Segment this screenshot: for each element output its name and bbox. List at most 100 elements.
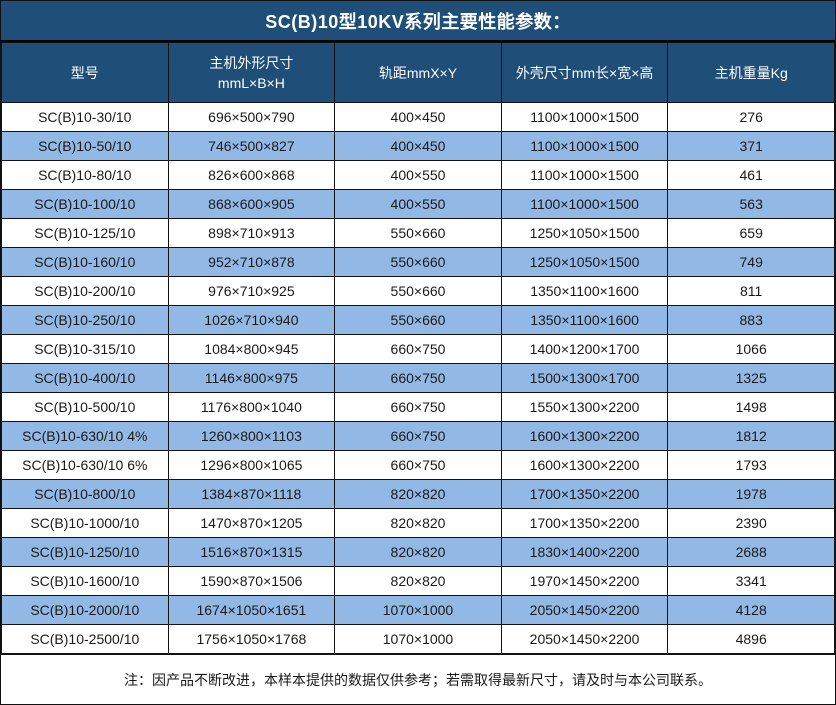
cell-shell-dimensions: 2050×1450×2200 — [501, 625, 668, 654]
cell-model: SC(B)10-50/10 — [2, 132, 169, 161]
table-row: SC(B)10-2500/10 1756×1050×1768 1070×1000… — [2, 625, 835, 654]
cell-model: SC(B)10-160/10 — [2, 248, 169, 277]
cell-shell-dimensions: 2050×1450×2200 — [501, 596, 668, 625]
cell-rail-gauge: 660×750 — [335, 451, 502, 480]
table-row: SC(B)10-30/10 696×500×790 400×450 1100×1… — [2, 103, 835, 132]
cell-host-weight: 1066 — [668, 335, 835, 364]
cell-rail-gauge: 550×660 — [335, 306, 502, 335]
cell-host-weight: 563 — [668, 190, 835, 219]
cell-host-dimensions: 898×710×913 — [168, 219, 335, 248]
column-header-label: 轨距mmX×Y — [337, 63, 499, 83]
cell-model: SC(B)10-2500/10 — [2, 625, 169, 654]
table-row: SC(B)10-250/10 1026×710×940 550×660 1350… — [2, 306, 835, 335]
cell-shell-dimensions: 1830×1400×2200 — [501, 538, 668, 567]
cell-host-dimensions: 976×710×925 — [168, 277, 335, 306]
cell-model: SC(B)10-2000/10 — [2, 596, 169, 625]
cell-shell-dimensions: 1700×1350×2200 — [501, 480, 668, 509]
column-header-host-dimensions: 主机外形尺寸 mmL×B×H — [168, 43, 335, 103]
cell-rail-gauge: 820×820 — [335, 480, 502, 509]
cell-host-dimensions: 1146×800×975 — [168, 364, 335, 393]
cell-rail-gauge: 400×450 — [335, 132, 502, 161]
table-row: SC(B)10-100/10 868×600×905 400×550 1100×… — [2, 190, 835, 219]
table-row: SC(B)10-315/10 1084×800×945 660×750 1400… — [2, 335, 835, 364]
cell-model: SC(B)10-30/10 — [2, 103, 169, 132]
table-row: SC(B)10-1600/10 1590×870×1506 820×820 19… — [2, 567, 835, 596]
cell-shell-dimensions: 1700×1350×2200 — [501, 509, 668, 538]
cell-host-dimensions: 1756×1050×1768 — [168, 625, 335, 654]
cell-shell-dimensions: 1250×1050×1500 — [501, 248, 668, 277]
spec-sheet-page: SC(B)10型10KV系列主要性能参数： 型号 主机外形尺寸 mmL×B×H … — [0, 0, 836, 705]
table-row: SC(B)10-630/10 4% 1260×800×1103 660×750 … — [2, 422, 835, 451]
cell-host-dimensions: 746×500×827 — [168, 132, 335, 161]
table-row: SC(B)10-50/10 746×500×827 400×450 1100×1… — [2, 132, 835, 161]
cell-shell-dimensions: 1500×1300×1700 — [501, 364, 668, 393]
header-row: 型号 主机外形尺寸 mmL×B×H 轨距mmX×Y 外壳尺寸mm长×宽×高 主机… — [2, 43, 835, 103]
cell-model: SC(B)10-630/10 4% — [2, 422, 169, 451]
cell-model: SC(B)10-125/10 — [2, 219, 169, 248]
cell-rail-gauge: 820×820 — [335, 509, 502, 538]
cell-host-dimensions: 1296×800×1065 — [168, 451, 335, 480]
column-header-host-weight: 主机重量Kg — [668, 43, 835, 103]
cell-shell-dimensions: 1600×1300×2200 — [501, 451, 668, 480]
cell-rail-gauge: 660×750 — [335, 422, 502, 451]
cell-rail-gauge: 400×550 — [335, 161, 502, 190]
cell-rail-gauge: 1070×1000 — [335, 596, 502, 625]
cell-host-dimensions: 952×710×878 — [168, 248, 335, 277]
cell-rail-gauge: 820×820 — [335, 567, 502, 596]
cell-rail-gauge: 1070×1000 — [335, 625, 502, 654]
cell-shell-dimensions: 1550×1300×2200 — [501, 393, 668, 422]
cell-host-weight: 276 — [668, 103, 835, 132]
cell-host-weight: 1325 — [668, 364, 835, 393]
cell-host-weight: 4128 — [668, 596, 835, 625]
cell-model: SC(B)10-80/10 — [2, 161, 169, 190]
cell-shell-dimensions: 1100×1000×1500 — [501, 132, 668, 161]
cell-model: SC(B)10-250/10 — [2, 306, 169, 335]
footer-note-text: 注：因产品不断改进，本样本提供的数据仅供参考；若需取得最新尺寸，请及时与本公司联… — [124, 670, 712, 690]
cell-rail-gauge: 820×820 — [335, 538, 502, 567]
cell-rail-gauge: 550×660 — [335, 248, 502, 277]
cell-model: SC(B)10-100/10 — [2, 190, 169, 219]
table-row: SC(B)10-630/10 6% 1296×800×1065 660×750 … — [2, 451, 835, 480]
table-row: SC(B)10-125/10 898×710×913 550×660 1250×… — [2, 219, 835, 248]
page-title: SC(B)10型10KV系列主要性能参数： — [265, 8, 571, 34]
cell-host-dimensions: 1384×870×1118 — [168, 480, 335, 509]
cell-host-dimensions: 1260×800×1103 — [168, 422, 335, 451]
cell-host-weight: 461 — [668, 161, 835, 190]
cell-host-weight: 1498 — [668, 393, 835, 422]
cell-host-dimensions: 696×500×790 — [168, 103, 335, 132]
table-row: SC(B)10-1250/10 1516×870×1315 820×820 18… — [2, 538, 835, 567]
cell-shell-dimensions: 1100×1000×1500 — [501, 161, 668, 190]
cell-host-weight: 2688 — [668, 538, 835, 567]
cell-host-weight: 2390 — [668, 509, 835, 538]
column-header-sublabel: mmL×B×H — [171, 73, 333, 93]
cell-model: SC(B)10-500/10 — [2, 393, 169, 422]
cell-host-dimensions: 826×600×868 — [168, 161, 335, 190]
cell-host-dimensions: 1470×870×1205 — [168, 509, 335, 538]
cell-rail-gauge: 550×660 — [335, 219, 502, 248]
table-title-bar: SC(B)10型10KV系列主要性能参数： — [1, 1, 835, 42]
cell-model: SC(B)10-200/10 — [2, 277, 169, 306]
table-row: SC(B)10-80/10 826×600×868 400×550 1100×1… — [2, 161, 835, 190]
cell-model: SC(B)10-1000/10 — [2, 509, 169, 538]
cell-model: SC(B)10-1250/10 — [2, 538, 169, 567]
cell-host-weight: 3341 — [668, 567, 835, 596]
table-row: SC(B)10-2000/10 1674×1050×1651 1070×1000… — [2, 596, 835, 625]
cell-shell-dimensions: 1100×1000×1500 — [501, 190, 668, 219]
cell-shell-dimensions: 1400×1200×1700 — [501, 335, 668, 364]
column-header-label: 外壳尺寸mm长×宽×高 — [504, 63, 666, 83]
cell-shell-dimensions: 1250×1050×1500 — [501, 219, 668, 248]
cell-host-weight: 1812 — [668, 422, 835, 451]
column-header-model: 型号 — [2, 43, 169, 103]
cell-host-dimensions: 1084×800×945 — [168, 335, 335, 364]
cell-model: SC(B)10-800/10 — [2, 480, 169, 509]
cell-host-weight: 4896 — [668, 625, 835, 654]
spec-table: 型号 主机外形尺寸 mmL×B×H 轨距mmX×Y 外壳尺寸mm长×宽×高 主机… — [1, 42, 835, 654]
cell-shell-dimensions: 1100×1000×1500 — [501, 103, 668, 132]
table-body: SC(B)10-30/10 696×500×790 400×450 1100×1… — [2, 103, 835, 654]
cell-host-weight: 371 — [668, 132, 835, 161]
table-row: SC(B)10-200/10 976×710×925 550×660 1350×… — [2, 277, 835, 306]
column-header-label: 型号 — [4, 63, 166, 83]
cell-rail-gauge: 400×550 — [335, 190, 502, 219]
cell-host-dimensions: 1516×870×1315 — [168, 538, 335, 567]
cell-host-weight: 883 — [668, 306, 835, 335]
